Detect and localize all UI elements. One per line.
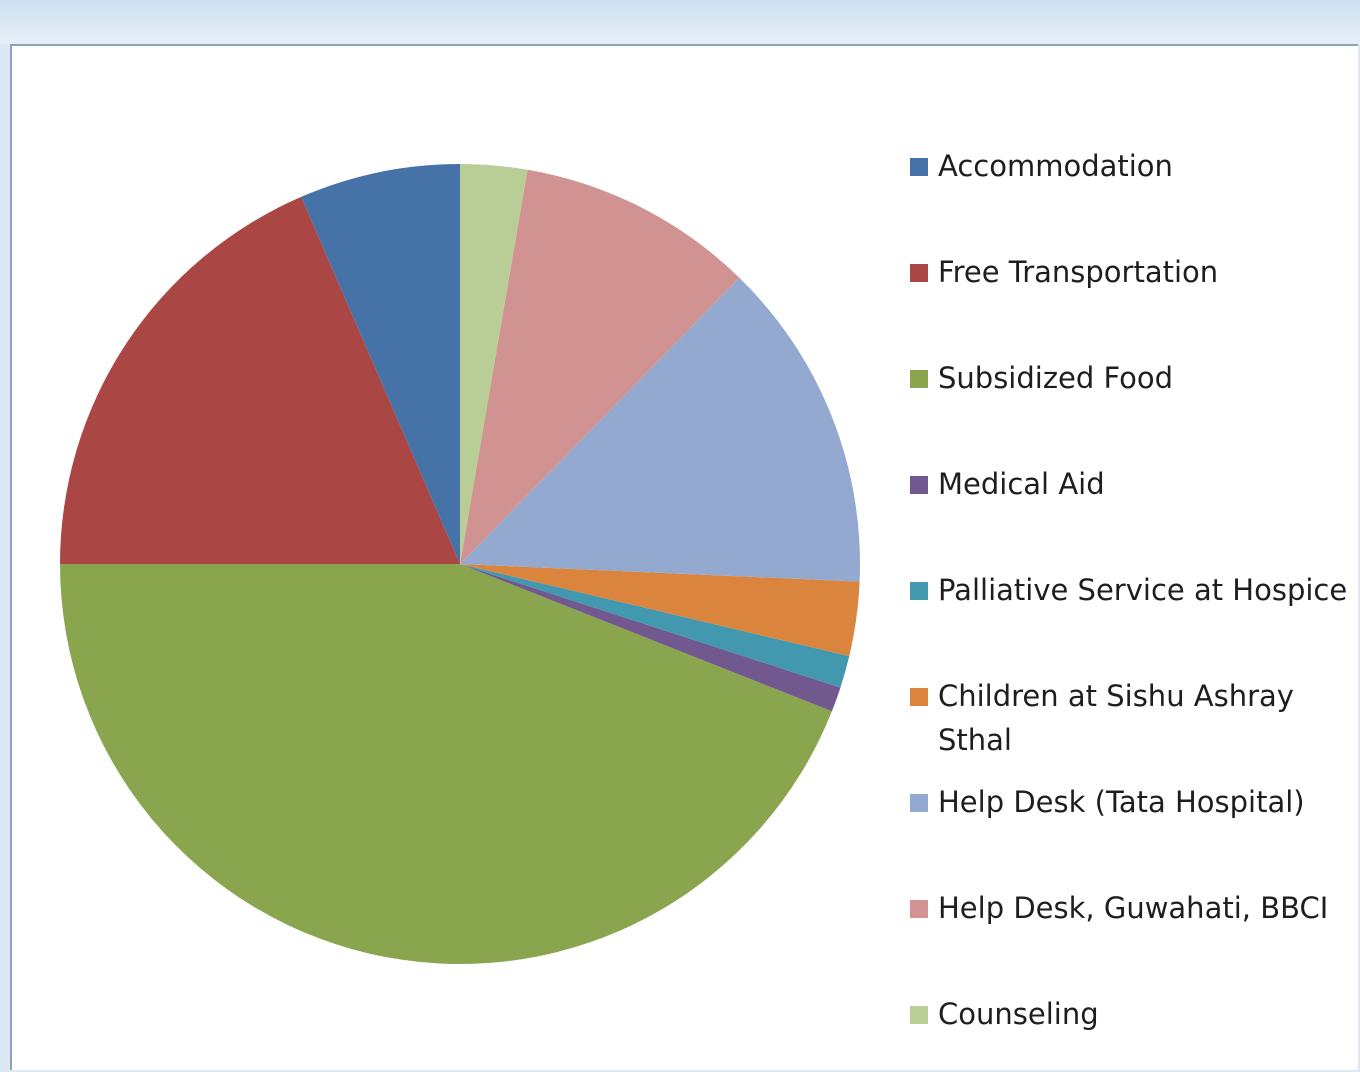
legend-swatch bbox=[910, 794, 928, 812]
legend-swatch bbox=[910, 158, 928, 176]
legend-label: Help Desk (Tata Hospital) bbox=[938, 785, 1305, 819]
window-title-bar bbox=[0, 0, 1360, 44]
legend-entry: Palliative Service at Hospice bbox=[908, 542, 1348, 648]
pie-chart bbox=[60, 164, 860, 964]
pie-slice-help-desk-tata-hospital bbox=[460, 277, 860, 582]
legend-entry: Help Desk (Tata Hospital) bbox=[908, 754, 1348, 860]
chart-area: Accommodation Free Transportation Subsidiz… bbox=[10, 44, 1358, 1070]
legend-label: Subsidized Food bbox=[938, 361, 1174, 395]
chart-legend: Accommodation Free Transportation Subsidiz… bbox=[908, 118, 1348, 1072]
legend-label: Free Transportation bbox=[938, 255, 1219, 289]
pie-slice-palliative-service-at-hospice bbox=[460, 564, 850, 688]
legend-swatch bbox=[910, 688, 928, 706]
pie-slice-accommodation bbox=[301, 164, 460, 564]
legend-entry: Counseling bbox=[908, 966, 1348, 1072]
legend-swatch bbox=[910, 476, 928, 494]
legend-label: Help Desk, Guwahati, BBCI bbox=[938, 891, 1329, 925]
legend-swatch bbox=[910, 582, 928, 600]
legend-label: Accommodation bbox=[938, 149, 1173, 183]
legend-entry: Medical Aid bbox=[908, 436, 1348, 542]
legend-label: Palliative Service at Hospice bbox=[938, 573, 1348, 607]
legend-entry: Children at Sishu Ashray Sthal bbox=[908, 648, 1348, 757]
pie-slice-free-transportation bbox=[60, 196, 460, 564]
pie-slice-help-desk-guwahati-bbci bbox=[460, 169, 740, 564]
pie-slice-subsidized-food bbox=[60, 564, 832, 964]
legend-label: Medical Aid bbox=[938, 467, 1105, 501]
legend-entry: Free Transportation bbox=[908, 224, 1348, 330]
legend-entry: Help Desk, Guwahati, BBCI bbox=[908, 860, 1348, 966]
legend-swatch bbox=[910, 370, 928, 388]
legend-entry: Accommodation bbox=[908, 118, 1348, 224]
legend-label: Children at Sishu Ashray Sthal bbox=[938, 679, 1294, 757]
legend-swatch bbox=[910, 1006, 928, 1024]
legend-label: Counseling bbox=[938, 997, 1099, 1031]
pie-slice-counseling bbox=[460, 164, 528, 564]
legend-swatch bbox=[910, 900, 928, 918]
pie-slice-children-at-sishu-ashray-sthal bbox=[460, 564, 860, 657]
legend-entry: Subsidized Food bbox=[908, 330, 1348, 436]
legend-swatch bbox=[910, 264, 928, 282]
pie-slice-medical-aid bbox=[460, 564, 841, 712]
